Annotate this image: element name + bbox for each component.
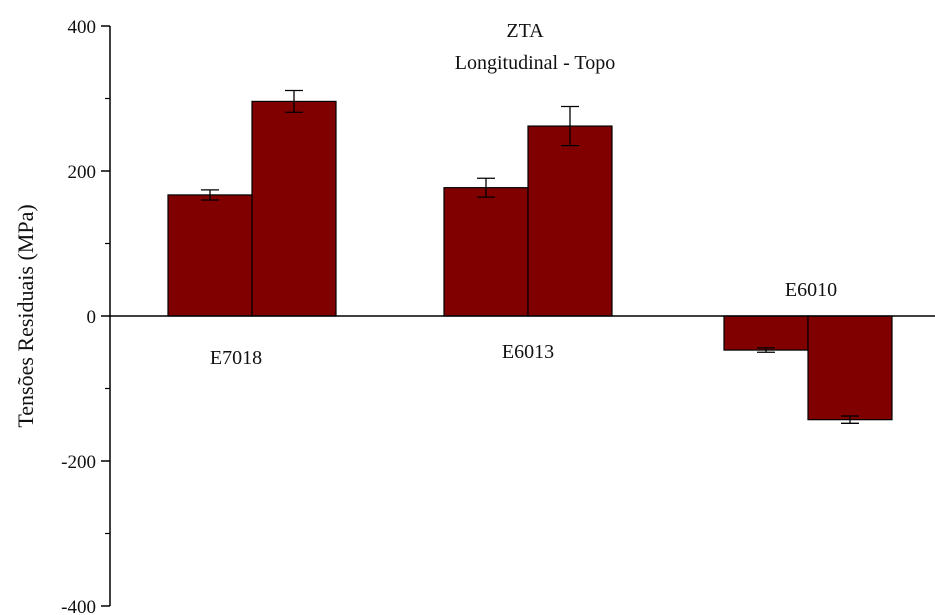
error-bar-e7018-2 xyxy=(285,89,303,113)
category-label-e6010: E6010 xyxy=(785,279,837,301)
bar-e6010-2 xyxy=(807,315,893,421)
bar-e6013-1 xyxy=(443,187,529,317)
y-tick-label: 200 xyxy=(68,162,97,183)
y-tick-label: -200 xyxy=(61,452,96,473)
error-bar-e6010-1 xyxy=(757,347,775,353)
chart-subtitle: Longitudinal - Topo xyxy=(455,52,615,74)
y-tick-label: 0 xyxy=(87,307,97,328)
chart-title: ZTA xyxy=(506,20,544,42)
error-bar-e6013-2 xyxy=(561,105,579,147)
error-bar-e6013-1 xyxy=(477,177,495,198)
bar-e7018-2 xyxy=(251,100,337,317)
bar-e6013-2 xyxy=(527,125,613,317)
bars-layer xyxy=(167,100,893,421)
y-axis-title: Tensões Residuais (MPa) xyxy=(13,204,38,427)
error-bar-e7018-1 xyxy=(201,189,219,201)
category-label-e7018: E7018 xyxy=(210,347,262,369)
axes-layer xyxy=(101,25,935,607)
bar-e7018-1 xyxy=(167,194,253,317)
error-bar-e6010-2 xyxy=(841,415,859,424)
category-label-e6013: E6013 xyxy=(502,341,554,363)
labels-layer: -400 -200 0 200 400 E7018 E6013 E6010 xyxy=(61,17,837,615)
bar-e6010-1 xyxy=(723,315,809,351)
y-tick-label: 400 xyxy=(68,17,97,38)
y-tick-label: -400 xyxy=(61,597,96,615)
error-bars-layer xyxy=(201,89,859,424)
